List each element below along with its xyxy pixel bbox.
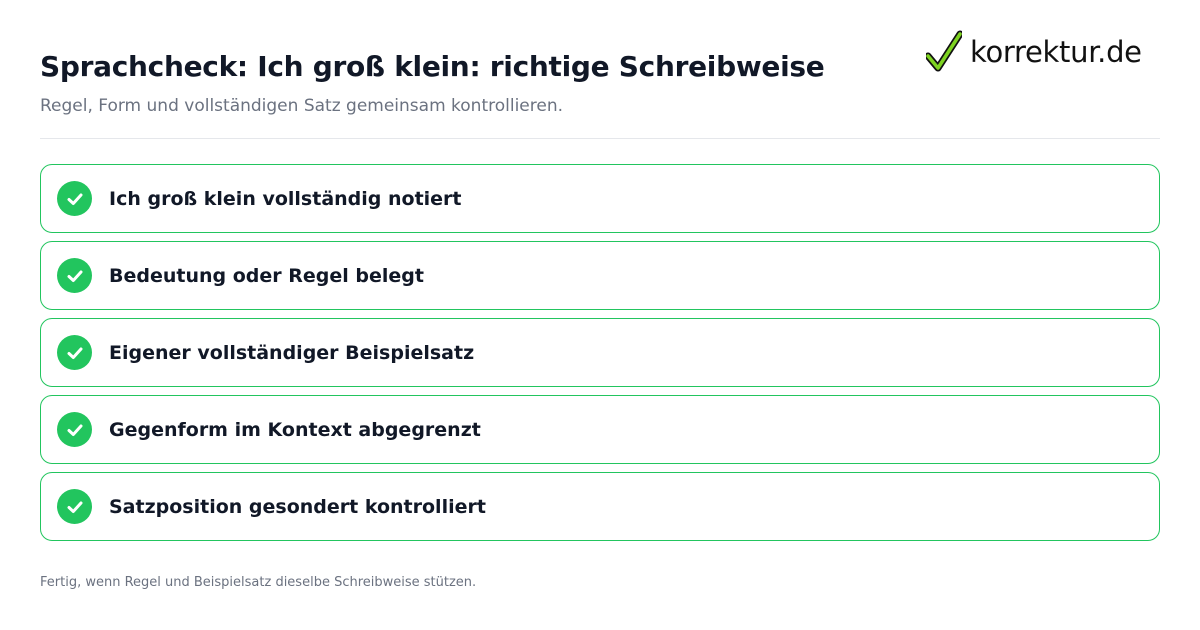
checklist-item-label: Bedeutung oder Regel belegt [109, 264, 424, 287]
checklist-item-label: Ich groß klein vollständig notiert [109, 187, 462, 210]
checklist-item: Eigener vollständiger Beispielsatz [40, 318, 1160, 387]
check-circle-icon [57, 412, 92, 447]
check-circle-icon [57, 258, 92, 293]
checkmark-icon [926, 30, 962, 72]
checklist-item-label: Eigener vollständiger Beispielsatz [109, 341, 475, 364]
footer-note: Fertig, wenn Regel und Beispielsatz dies… [40, 575, 477, 590]
brand-name: korrektur.de [970, 35, 1142, 69]
page-subtitle: Regel, Form und vollständigen Satz gemei… [40, 96, 564, 116]
page-title: Sprachcheck: Ich groß klein: richtige Sc… [40, 50, 825, 83]
checklist-item: Ich groß klein vollständig notiert [40, 164, 1160, 233]
check-circle-icon [57, 335, 92, 370]
checklist-item-label: Satzposition gesondert kontrolliert [109, 495, 486, 518]
brand-logo: korrektur.de [926, 28, 1142, 76]
check-circle-icon [57, 489, 92, 524]
checklist-item: Satzposition gesondert kontrolliert [40, 472, 1160, 541]
checklist: Ich groß klein vollständig notiert Bedeu… [40, 164, 1160, 549]
header-divider [40, 138, 1160, 139]
check-circle-icon [57, 181, 92, 216]
checklist-item-label: Gegenform im Kontext abgegrenzt [109, 418, 481, 441]
checklist-item: Bedeutung oder Regel belegt [40, 241, 1160, 310]
checklist-item: Gegenform im Kontext abgegrenzt [40, 395, 1160, 464]
